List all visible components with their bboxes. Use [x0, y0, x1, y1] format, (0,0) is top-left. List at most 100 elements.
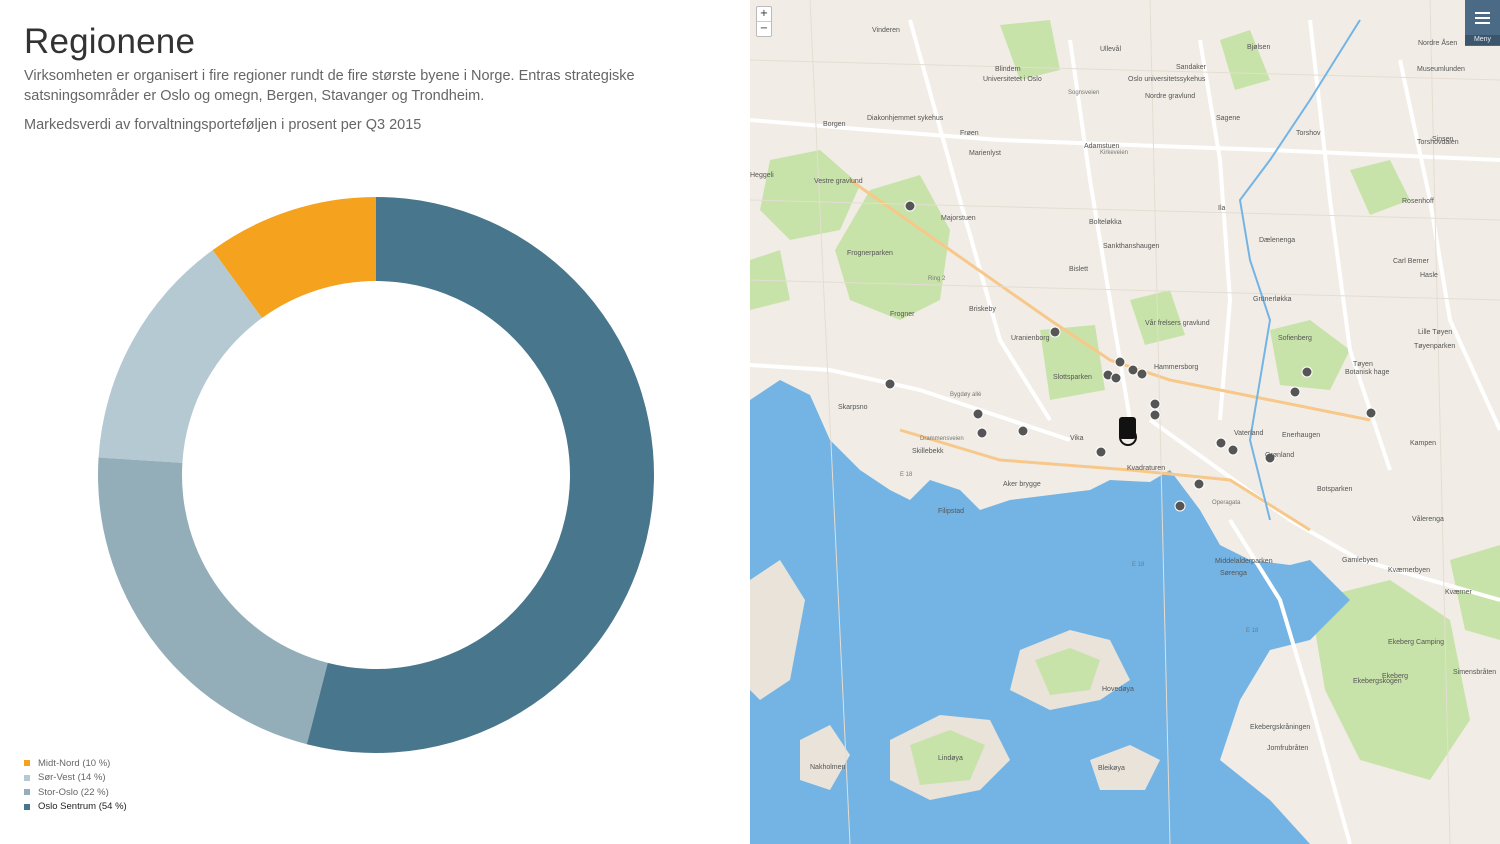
- map-place-label: Torshovdalen: [1417, 139, 1459, 146]
- map-canvas[interactable]: [750, 0, 1500, 844]
- map-place-label: Enerhaugen: [1282, 432, 1321, 439]
- map-road-label: Kirkeveien: [1100, 150, 1129, 156]
- map-place-label: Vestre gravlund: [814, 178, 863, 185]
- map-place-label: Borgen: [823, 121, 846, 128]
- nakholmen-island: [800, 725, 850, 790]
- chart-subtitle: Markedsverdi av forvaltningsporteføljen …: [24, 117, 422, 133]
- map-place-label: Frøen: [960, 130, 979, 137]
- map-place-label: Dælenenga: [1259, 237, 1296, 244]
- legend-label: Midt-Nord (10 %): [38, 757, 111, 769]
- menu-label: Meny: [1465, 35, 1500, 45]
- bleikoya-island: [1090, 745, 1160, 790]
- selected-property-marker: [1119, 417, 1137, 446]
- regions-panel: Regionene Virksomheten er organisert i f…: [24, 22, 654, 814]
- donut-slice-sør-vest[interactable]: [98, 250, 262, 463]
- map-place-label: Uranienborg: [1011, 335, 1050, 342]
- map-place-label: Filipstad: [938, 508, 965, 515]
- donut-slice-oslo-sentrum[interactable]: [306, 197, 654, 753]
- map-place-label: Bjølsen: [1247, 44, 1271, 51]
- property-markers: [884, 200, 1377, 512]
- map-road-label: Ring 2: [928, 276, 946, 282]
- map-place-label: Torshov: [1296, 130, 1321, 137]
- slottsparken-area: [1040, 325, 1105, 400]
- intro-text: Virksomheten er organisert i fire region…: [24, 68, 635, 104]
- map-place-label: Sofienberg: [1278, 335, 1312, 342]
- zoom-in-button[interactable]: +: [757, 7, 771, 22]
- legend-item[interactable]: Midt-Nord (10 %): [24, 756, 127, 771]
- map-place-label: Majorstuen: [941, 215, 976, 222]
- map-place-label: Rosenhoff: [1402, 198, 1434, 205]
- map-place-label: Carl Berner: [1393, 258, 1429, 265]
- menu-button[interactable]: Meny: [1465, 0, 1500, 46]
- region-donut-chart: [98, 197, 654, 753]
- frognerparken-area: [835, 175, 950, 320]
- legend-swatch: [24, 803, 30, 810]
- legend-swatch: [24, 774, 30, 781]
- map-place-label: Diakonhjemmet sykehus: [867, 115, 944, 122]
- map-place-label: Lille Tøyen: [1418, 329, 1453, 336]
- legend-item[interactable]: Sør-Vest (14 %): [24, 771, 127, 786]
- map-place-label: Sinsen: [1432, 136, 1454, 143]
- map-place-label: Kværnerbyen: [1388, 567, 1431, 574]
- map-place-label: Museumlunden: [1417, 66, 1465, 73]
- map-place-label: Middelalderparken: [1215, 558, 1273, 565]
- map-place-label: Botanisk hage: [1345, 369, 1390, 376]
- map-place-label: Heggeli: [750, 172, 774, 179]
- legend-item[interactable]: Oslo Sentrum (54 %): [24, 800, 127, 815]
- map-place-label: Sankthanshaugen: [1103, 243, 1160, 250]
- map-place-label: Adamstuen: [1084, 143, 1120, 150]
- map-place-label: Ila: [1218, 205, 1226, 212]
- legend-swatch: [24, 760, 30, 767]
- map-place-label: Gamlebyen: [1342, 557, 1378, 564]
- map-place-label: Frogner: [890, 311, 915, 318]
- map-place-label: Bislett: [1069, 266, 1089, 273]
- map-place-label: Slottsparken: [1053, 374, 1092, 381]
- map-place-label: Tøyenparken: [1414, 343, 1456, 350]
- map-place-label: Hammersborg: [1154, 364, 1199, 371]
- map-place-label: Grünerløkka: [1253, 296, 1292, 303]
- legend-label: Oslo Sentrum (54 %): [38, 801, 127, 813]
- map-place-label: Hovedøya: [1102, 686, 1134, 693]
- legend-item[interactable]: Stor-Oslo (22 %): [24, 785, 127, 800]
- map-place-label: Marienlyst: [969, 150, 1001, 157]
- map-road-label: Drammensveien: [920, 436, 964, 442]
- map-place-label: Universitetet i Oslo: [983, 76, 1042, 83]
- page-title: Regionene: [24, 22, 196, 61]
- map-place-label: Kvadraturen: [1127, 465, 1166, 472]
- map-place-label: Jomfrubråten: [1267, 745, 1309, 752]
- map-place-label: Nordre gravlund: [1145, 93, 1196, 100]
- map-place-label: Frognerparken: [847, 250, 893, 257]
- donut-slice-midt-nord[interactable]: [212, 197, 376, 319]
- map-place-label: Blindern: [995, 66, 1021, 73]
- zoom-out-button[interactable]: −: [759, 23, 769, 34]
- map-place-label: Vår frelsers gravlund: [1145, 320, 1210, 327]
- map-place-label: Bleikøya: [1098, 765, 1125, 772]
- map-place-label: Kampen: [1410, 440, 1437, 447]
- map-place-label: Aker brygge: [1003, 481, 1041, 488]
- map-place-label: Ekeberg: [1382, 673, 1409, 680]
- map-place-label: Sørenga: [1220, 570, 1247, 577]
- map-place-label: Kværner: [1445, 589, 1472, 596]
- map-place-label: Hasle: [1420, 272, 1438, 279]
- map-place-label: Botsparken: [1317, 486, 1353, 493]
- map-place-label: Ekeberg Camping: [1388, 639, 1445, 646]
- oslo-map[interactable]: Vinderen Ullevål Bjølsen Blindern Universite…: [750, 0, 1500, 844]
- map-place-label: Bolteløkka: [1089, 219, 1122, 226]
- zoom-control: + −: [756, 6, 772, 37]
- map-road-label: Sognsveien: [1068, 90, 1100, 96]
- map-place-label: Tøyen: [1353, 361, 1373, 368]
- donut-slice-stor-oslo[interactable]: [98, 457, 328, 745]
- map-place-label: Vaterland: [1234, 430, 1264, 437]
- map-road-label: E 18: [1132, 562, 1145, 568]
- map-place-label: Nordre Åsen: [1418, 40, 1458, 47]
- map-place-label: Grønland: [1265, 452, 1295, 459]
- map-place-label: Ekebergskråningen: [1250, 724, 1311, 731]
- map-place-label: Sandaker: [1176, 64, 1206, 71]
- legend-swatch: [24, 789, 30, 796]
- map-place-label: Ekebergskogen: [1353, 678, 1402, 685]
- map-place-label: Vålerenga: [1412, 516, 1444, 523]
- map-road-label: Operagata: [1212, 500, 1241, 506]
- map-place-label: Vinderen: [872, 27, 900, 34]
- chart-legend: Midt-Nord (10 %) Sør-Vest (14 %) Stor-Oslo…: [24, 756, 127, 814]
- map-place-label: Vika: [1070, 435, 1084, 442]
